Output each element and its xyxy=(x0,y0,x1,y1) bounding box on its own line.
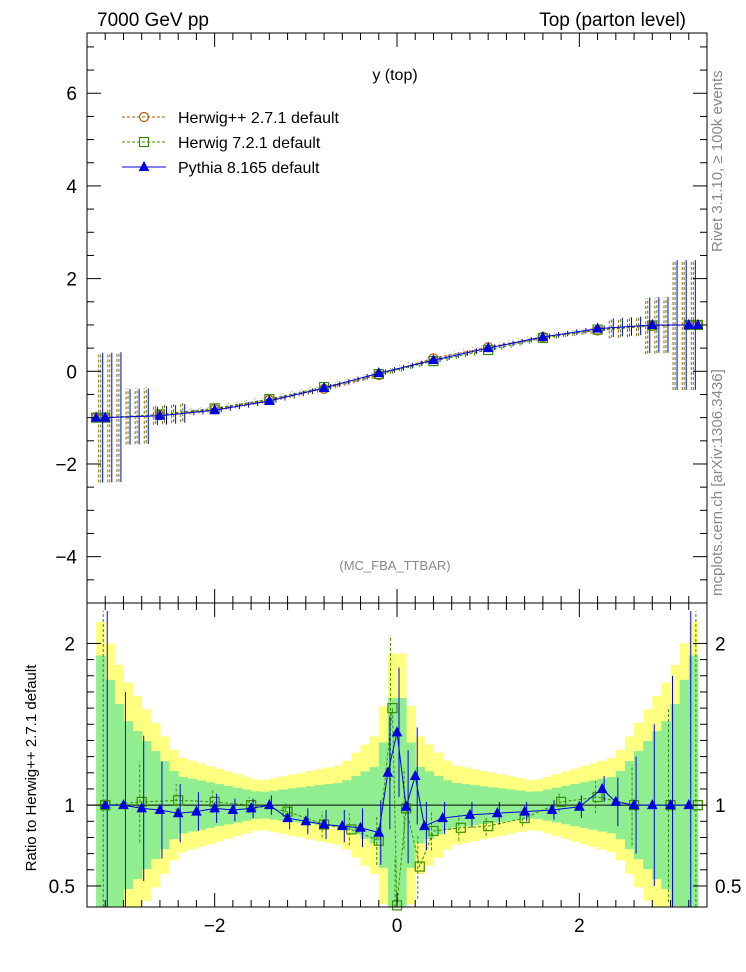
legend-label-pythia-8-165-default: Pythia 8.165 default xyxy=(178,160,320,177)
data-point-pythia-8-165-default xyxy=(99,411,111,422)
ratio-point-pythia-8-165-default xyxy=(209,802,220,813)
legend-marker-pythia-8-165-default xyxy=(138,160,150,171)
ratio-point-pythia-8-165-default xyxy=(409,769,421,781)
ratio-point-pythia-8-165-default xyxy=(391,726,403,737)
series-line-herwig-7-2-1-default xyxy=(100,324,694,419)
data-point-pythia-8-165-default xyxy=(90,411,102,422)
uncertainty-band-green xyxy=(387,698,398,907)
data-point-pythia-8-165-default xyxy=(592,322,603,333)
y-tick-label: 2 xyxy=(66,270,77,291)
ratio-point-herwig-7-2-1-default xyxy=(173,795,184,806)
ratio-point-pythia-8-165-default xyxy=(191,805,202,816)
legend-marker-herwig-7-2-1-default xyxy=(138,136,150,148)
ratio-point-pythia-8-165-default xyxy=(596,782,608,793)
ratio-y-tick-label-right: 2 xyxy=(715,634,726,655)
ratio-point-herwig-7-2-1-default xyxy=(428,825,439,837)
x-tick-label: 0 xyxy=(392,916,403,937)
y-tick-label: −4 xyxy=(55,548,77,569)
ratio-point-pythia-8-165-default xyxy=(646,799,658,810)
legend-label-herwig-7-2-1-default: Herwig 7.2.1 default xyxy=(178,135,321,152)
ratio-point-pythia-8-165-default xyxy=(172,807,184,818)
ratio-point-pythia-8-165-default xyxy=(574,800,585,811)
ratio-point-pythia-8-165-default xyxy=(683,799,695,810)
ratio-y-tick-label: 1 xyxy=(64,796,75,817)
ratio-panel: 0.5 0.5 1 1 2 2 −2 0 2 Ratio to Herwig++ 2.7.1 d… xyxy=(23,602,741,937)
ratio-y-tick-label-right: 0.5 xyxy=(715,877,741,898)
header-left: 7000 GeV pp xyxy=(97,10,209,31)
ratio-line-herwig-7-2-1-default xyxy=(105,708,698,906)
series-line-herwig-2-7-1-default xyxy=(100,324,694,419)
ratio-point-pythia-8-165-default xyxy=(336,820,348,831)
ratio-point-pythia-8-165-default xyxy=(628,799,640,810)
ratio-point-pythia-8-165-default xyxy=(464,808,476,819)
ratio-y-tick-label-right: 1 xyxy=(715,796,726,817)
data-point-pythia-8-165-default xyxy=(646,318,658,329)
rivet-label: Rivet 3.1.10, ≥ 100k events xyxy=(709,70,726,252)
ratio-point-pythia-8-165-default xyxy=(610,795,622,806)
ratio-point-herwig-7-2-1-default xyxy=(387,703,398,714)
ratio-point-pythia-8-165-default xyxy=(282,811,293,823)
ratio-point-pythia-8-165-default xyxy=(118,799,129,810)
ratio-point-pythia-8-165-default xyxy=(245,802,257,813)
y-tick-label: 6 xyxy=(66,84,77,105)
ratio-point-pythia-8-165-default xyxy=(373,826,385,837)
ratio-point-pythia-8-165-default xyxy=(437,811,448,823)
data-point-pythia-8-165-default xyxy=(264,394,275,405)
legend: Herwig++ 2.7.1 default Herwig 7.2.1 defau… xyxy=(122,110,340,177)
legend-marker-herwig-2-7-1-default xyxy=(138,111,150,123)
ratio-point-pythia-8-165-default xyxy=(99,799,111,810)
uncertainty-band-green xyxy=(679,679,690,907)
data-point-pythia-8-165-default xyxy=(683,318,695,329)
uncertainty-band-green xyxy=(688,655,699,907)
ratio-point-pythia-8-165-default xyxy=(491,807,503,818)
ratio-point-pythia-8-165-default xyxy=(227,803,239,814)
ratio-point-herwig-7-2-1-default xyxy=(414,861,425,872)
data-point-pythia-8-165-default xyxy=(537,330,549,341)
ratio-point-herwig-7-2-1-default xyxy=(483,821,494,832)
ratio-point-pythia-8-165-default xyxy=(419,820,430,831)
legend-label-herwig-2-7-1-default: Herwig++ 2.7.1 default xyxy=(178,110,340,127)
watermark: (MC_FBA_TTBAR) xyxy=(339,558,450,573)
ratio-point-herwig-7-2-1-default xyxy=(556,796,567,807)
uncertainty-band-green xyxy=(105,679,115,907)
data-point-pythia-8-165-default xyxy=(482,342,494,353)
x-tick-label: −2 xyxy=(204,916,226,937)
ratio-point-pythia-8-165-default xyxy=(355,821,366,832)
series-line-pythia-8-165-default xyxy=(100,324,694,419)
ratio-point-pythia-8-165-default xyxy=(546,803,558,814)
ratio-point-pythia-8-165-default xyxy=(318,818,330,829)
main-title: y (top) xyxy=(372,67,417,84)
ratio-ylabel: Ratio to Herwig++ 2.7.1 default xyxy=(23,664,40,872)
data-point-pythia-8-165-default xyxy=(154,409,166,420)
data-point-pythia-8-165-default xyxy=(373,367,385,378)
ratio-point-pythia-8-165-default xyxy=(300,815,312,826)
ratio-point-pythia-8-165-default xyxy=(136,802,148,813)
uncertainty-band-green xyxy=(96,655,106,907)
data-point-pythia-8-165-default xyxy=(318,381,330,392)
ratio-point-pythia-8-165-default xyxy=(519,805,530,816)
header-right: Top (parton level) xyxy=(539,10,686,31)
data-point-pythia-8-165-default xyxy=(209,404,220,415)
ratio-y-tick-label: 0.5 xyxy=(49,877,75,898)
y-tick-label: 0 xyxy=(66,362,77,383)
ratio-point-pythia-8-165-default xyxy=(400,800,412,811)
ratio-point-pythia-8-165-default xyxy=(264,799,275,810)
ratio-y-tick-label: 2 xyxy=(64,634,75,655)
ratio-point-herwig-7-2-1-default xyxy=(455,822,466,833)
x-tick-label: 2 xyxy=(574,916,585,937)
data-point-pythia-8-165-default xyxy=(692,318,704,329)
mcplots-label: mcplots.cern.ch [arXiv:1306.3436] xyxy=(709,369,726,596)
y-tick-label: −2 xyxy=(55,455,77,476)
data-point-pythia-8-165-default xyxy=(428,354,439,365)
ratio-point-pythia-8-165-default xyxy=(665,799,676,810)
ratio-point-pythia-8-165-default xyxy=(382,766,394,777)
main-panel: −4 −2 0 2 4 6 y (top) (MC_FBA_TTBAR) Herwig++… xyxy=(55,32,708,604)
y-tick-label: 4 xyxy=(66,177,77,198)
ratio-point-pythia-8-165-default xyxy=(154,803,166,814)
uncertainty-band-green xyxy=(397,698,407,907)
